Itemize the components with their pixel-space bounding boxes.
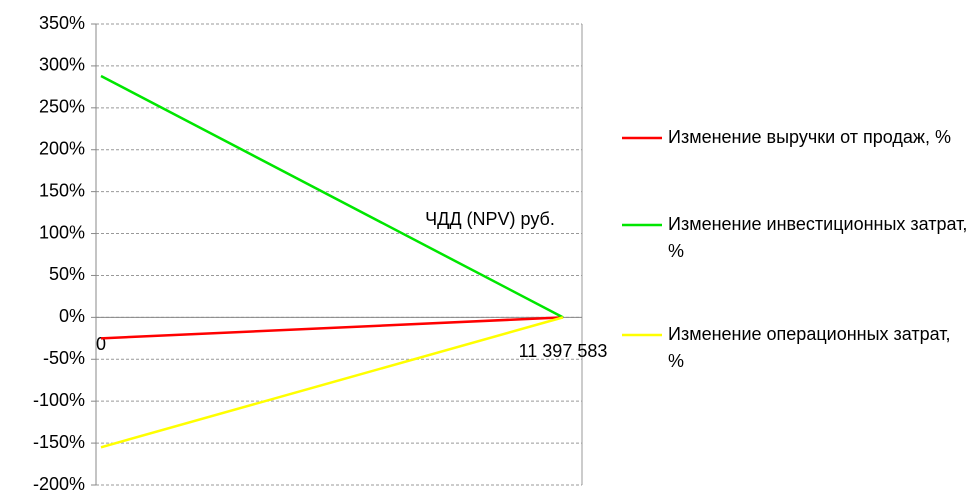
y-tick-label: 250% [39,97,85,117]
x-tick-label: 0 [96,334,106,354]
y-tick-label: -200% [33,474,85,492]
y-tick-label: -50% [43,348,85,368]
y-tick-label: 200% [39,138,85,158]
y-tick-label: -150% [33,432,85,452]
y-tick-label: 100% [39,222,85,242]
legend-label: Изменение выручки от продаж, % [668,127,951,147]
y-tick-label: 300% [39,55,85,75]
y-tick-label: 150% [39,180,85,200]
y-tick-label: -100% [33,390,85,410]
y-tick-label: 350% [39,13,85,33]
series-line [100,316,564,340]
x-tick-label: 11 397 583 [519,341,608,361]
x-axis-title: ЧДД (NPV) руб. [425,209,555,229]
series-line [100,316,564,449]
legend-label: Изменение инвестиционных затрат, % [668,214,968,261]
y-tick-label: 0% [59,306,85,326]
series-line [100,74,564,319]
legend-label: Изменение операционных затрат, % [668,324,951,371]
y-tick-label: 50% [49,264,85,284]
